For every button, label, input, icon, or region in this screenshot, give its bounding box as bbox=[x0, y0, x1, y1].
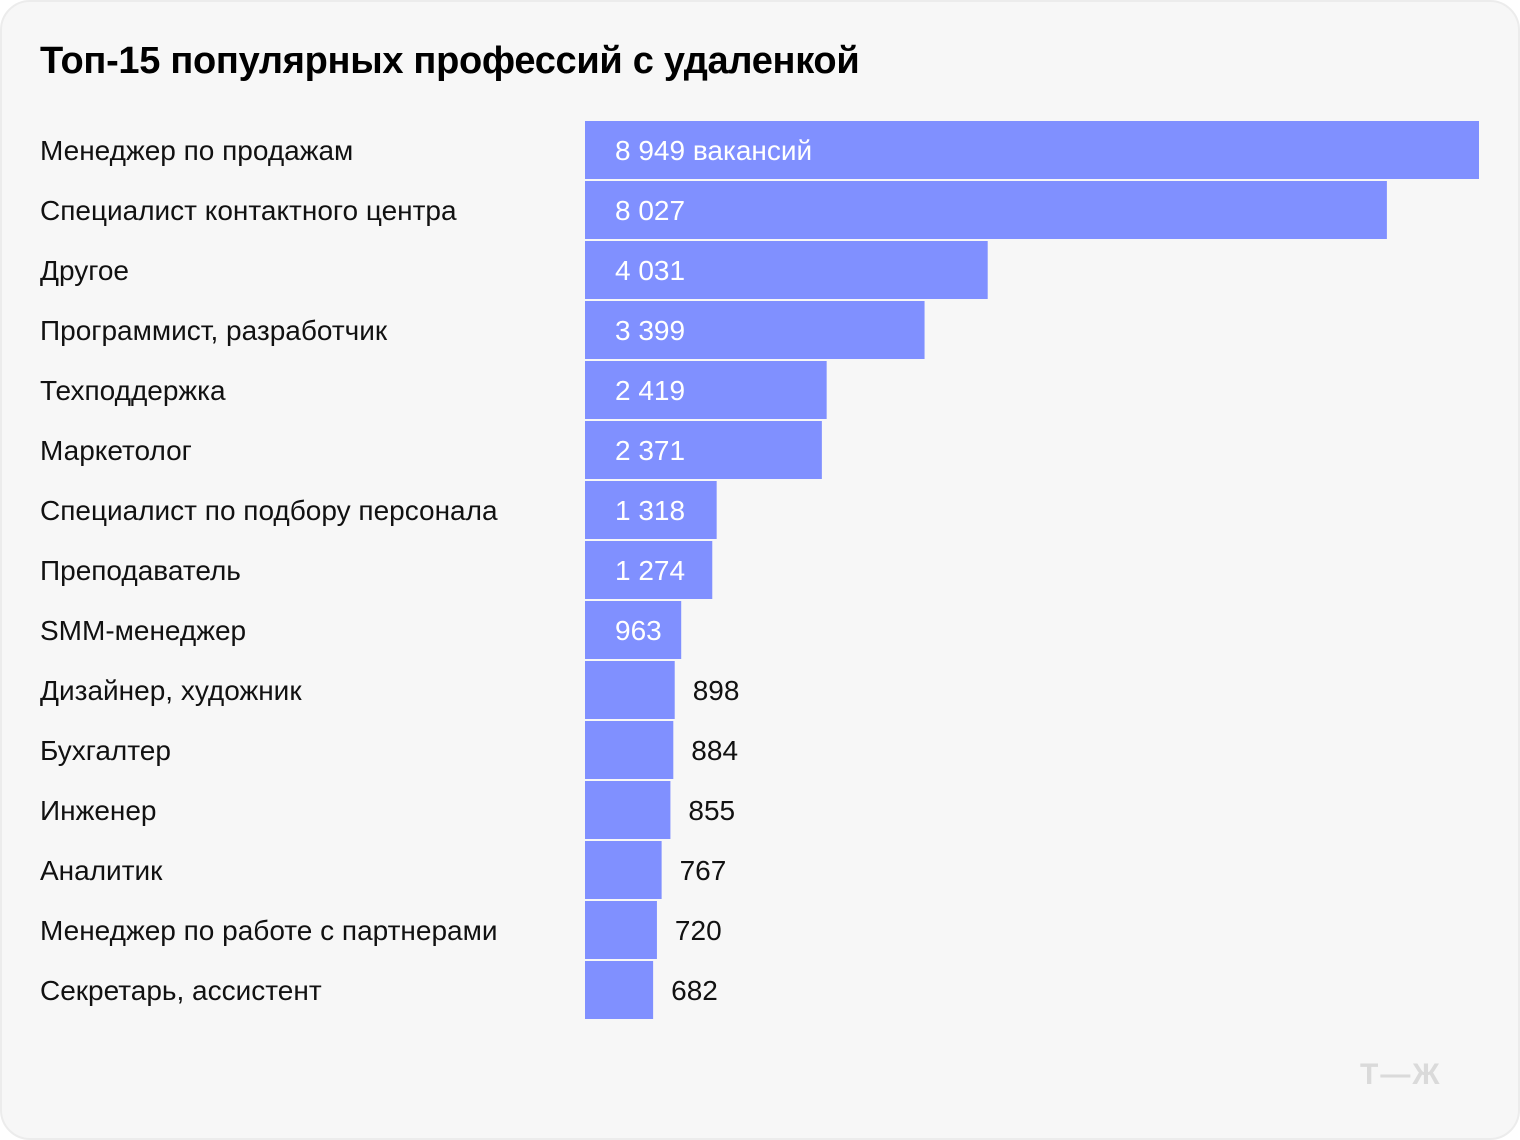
bar bbox=[585, 421, 822, 479]
category-label: Аналитик bbox=[40, 855, 163, 886]
data-label: 4 031 bbox=[615, 255, 685, 286]
category-label: Менеджер по работе с партнерами bbox=[40, 915, 498, 946]
data-label: 884 bbox=[691, 735, 738, 766]
bar bbox=[585, 181, 1387, 239]
data-label: 682 bbox=[671, 975, 718, 1006]
category-label: Секретарь, ассистент bbox=[40, 975, 322, 1006]
data-label: 8 949 вакансий bbox=[615, 135, 812, 166]
category-label: Специалист контактного центра bbox=[40, 195, 457, 226]
tj-logo: Т—Ж bbox=[1360, 1058, 1442, 1091]
bar bbox=[585, 241, 988, 299]
data-label: 767 bbox=[680, 855, 727, 886]
bar bbox=[585, 361, 827, 419]
data-label: 2 371 bbox=[615, 435, 685, 466]
bar bbox=[585, 121, 1479, 179]
category-label: Менеджер по продажам bbox=[40, 135, 353, 166]
bar bbox=[585, 901, 657, 959]
data-label: 1 318 bbox=[615, 495, 685, 526]
category-label: Другое bbox=[40, 255, 129, 286]
bar bbox=[585, 961, 654, 1019]
category-label: Преподаватель bbox=[40, 555, 241, 586]
data-label: 1 274 bbox=[615, 555, 685, 586]
bar bbox=[585, 301, 925, 359]
category-label: Техподдержка bbox=[40, 375, 226, 406]
category-label: Специалист по подбору персонала bbox=[40, 495, 498, 526]
category-label: Маркетолог bbox=[40, 435, 192, 466]
category-label: Программист, разработчик bbox=[40, 315, 388, 346]
bar bbox=[585, 721, 674, 779]
bar bbox=[585, 841, 662, 899]
chart-title: Топ-15 популярных профессий с удаленкой bbox=[40, 40, 860, 82]
category-label: Дизайнер, художник bbox=[40, 675, 302, 706]
data-label: 855 bbox=[688, 795, 735, 826]
data-label: 2 419 bbox=[615, 375, 685, 406]
category-label: Инженер bbox=[40, 795, 157, 826]
data-label: 720 bbox=[675, 915, 722, 946]
bar bbox=[585, 781, 671, 839]
data-label: 963 bbox=[615, 615, 662, 646]
category-label: SMM-менеджер bbox=[40, 615, 246, 646]
category-label: Бухгалтер bbox=[40, 735, 171, 766]
bar bbox=[585, 541, 713, 599]
bar bbox=[585, 481, 717, 539]
data-label: 898 bbox=[693, 675, 740, 706]
bar bbox=[585, 601, 682, 659]
data-label: 3 399 bbox=[615, 315, 685, 346]
bar bbox=[585, 661, 675, 719]
data-label: 8 027 bbox=[615, 195, 685, 226]
